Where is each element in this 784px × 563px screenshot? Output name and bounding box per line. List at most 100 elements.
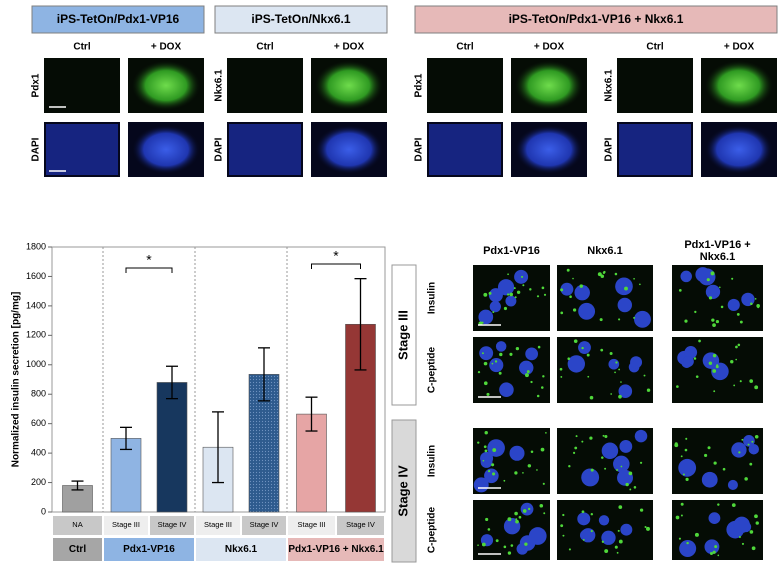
nucleus (578, 302, 596, 320)
granule (495, 539, 499, 543)
granule (514, 511, 518, 516)
granule (754, 514, 758, 519)
column-label: Nkx6.1 (587, 244, 623, 257)
nucleus (577, 512, 591, 526)
nucleus (598, 515, 610, 526)
granule (646, 526, 650, 531)
granule (507, 551, 512, 555)
y-axis-label: Normalized insulin secretion [pg/mg] (11, 292, 22, 468)
row-label: Nkx6.1 (214, 69, 225, 102)
group-header (414, 5, 778, 34)
granule (620, 381, 622, 383)
granule (609, 351, 613, 355)
x-tick-label-box: Stage III (104, 516, 148, 535)
granule (675, 515, 680, 520)
granule (712, 369, 717, 373)
granule (628, 471, 633, 476)
y-tick-label: 1600 (26, 271, 46, 281)
granule (707, 446, 711, 450)
granule (711, 318, 715, 322)
nucleus (684, 346, 698, 359)
granule (616, 551, 619, 554)
granule (749, 379, 754, 383)
granule (736, 312, 740, 316)
x-tick-label-box: Stage III (196, 516, 240, 535)
granule (536, 295, 540, 298)
group-label-box: Pdx1-VP16 (104, 538, 194, 561)
granule (682, 473, 685, 476)
nucleus (683, 355, 694, 367)
granule (604, 549, 609, 554)
x-tick-label: Stage IV (242, 516, 286, 535)
granule (731, 503, 736, 507)
granule (601, 540, 604, 543)
row-label: C-peptide (427, 507, 438, 554)
granule (735, 358, 737, 361)
granule (484, 449, 488, 453)
y-tick-label: 0 (41, 506, 46, 516)
granule (684, 448, 688, 452)
granule (744, 477, 748, 481)
micrograph (427, 58, 503, 113)
row-label: DAPI (214, 137, 225, 161)
granule (579, 284, 584, 288)
granule (614, 371, 616, 374)
column-label: Ctrl (646, 42, 663, 53)
granule (589, 436, 593, 440)
granule (530, 450, 534, 454)
granule (509, 292, 514, 297)
granule (582, 538, 585, 541)
nucleus (473, 477, 489, 493)
granule (639, 461, 643, 464)
nucleus (578, 341, 591, 354)
nucleus (528, 527, 547, 545)
granule (678, 289, 682, 292)
micrograph-signal (46, 124, 118, 175)
micrograph-signal (131, 124, 201, 175)
granule (704, 453, 708, 458)
granule (514, 471, 518, 475)
granule (601, 456, 604, 459)
granule (600, 274, 605, 279)
granule (499, 352, 503, 357)
granule (507, 273, 509, 276)
bar (156, 382, 188, 513)
granule (542, 375, 545, 378)
granule (488, 291, 492, 295)
granule (590, 468, 594, 472)
granule (527, 464, 532, 468)
row-label: DAPI (31, 137, 42, 161)
granule (602, 434, 605, 437)
granule (540, 447, 545, 452)
granule (581, 510, 585, 514)
row-label: Insulin (427, 445, 438, 477)
granule (541, 286, 545, 290)
granule (527, 507, 531, 511)
granule (522, 284, 525, 287)
granule (751, 440, 754, 443)
nucleus (618, 384, 633, 399)
granule (494, 360, 498, 363)
granule (741, 438, 744, 441)
column-label-box: Pdx1-VP16 (483, 245, 540, 257)
granule (615, 361, 618, 364)
granule (712, 353, 717, 358)
row-label: Nkx6.1 (604, 69, 615, 102)
granule (625, 482, 629, 487)
micrograph-signal (704, 60, 774, 111)
granule (482, 459, 485, 462)
granule (618, 539, 623, 544)
nucleus (680, 270, 692, 283)
bar (110, 438, 142, 513)
column-label-box: Nkx6.1 (587, 244, 623, 257)
granule (714, 545, 718, 549)
granule (680, 502, 684, 506)
x-tick-label: Stage III (104, 516, 148, 535)
granule (537, 345, 541, 349)
granule (639, 508, 644, 512)
granule (720, 305, 724, 309)
group-title: iPS-TetOn/Pdx1-VP16 (57, 12, 180, 26)
nucleus (741, 292, 755, 307)
granule (749, 462, 753, 466)
micrograph (617, 58, 693, 113)
